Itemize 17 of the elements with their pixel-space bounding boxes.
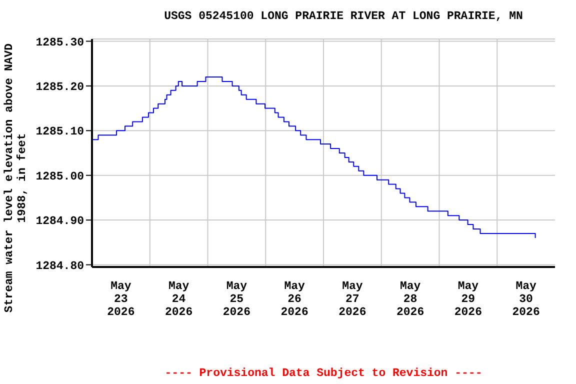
text: ---- Provisional Data Subject to Revision ---- bbox=[164, 367, 484, 380]
y-axis-title: Stream water level elevation above NAVD 1988, in feet bbox=[3, 43, 29, 313]
x-tick-label: May 29 2026 bbox=[454, 280, 482, 319]
y-tick-label: 1284.90 bbox=[36, 215, 84, 228]
y-tick-label: 1285.30 bbox=[36, 36, 84, 50]
y-tick-label: 1285.10 bbox=[36, 126, 84, 139]
y-tick-label: 1285.00 bbox=[36, 170, 84, 184]
x-tick-label: May 24 2026 bbox=[165, 280, 193, 319]
chart-title: USGS 05245100 LONG PRAIRIE RIVER AT LONG PRAIRIE, MN bbox=[163, 10, 524, 23]
x-tick-label: May 28 2026 bbox=[396, 280, 424, 319]
x-tick-label: May 25 2026 bbox=[222, 280, 251, 319]
x-tick-label: May 30 2026 bbox=[512, 280, 540, 319]
x-tick-label: May 26 2026 bbox=[280, 280, 308, 319]
x-tick-label: May 27 2026 bbox=[338, 280, 366, 319]
y-tick-label: 1284.80 bbox=[36, 260, 84, 273]
y-tick-label: 1285.20 bbox=[36, 81, 84, 94]
x-tick-label: May 23 2026 bbox=[107, 280, 135, 319]
